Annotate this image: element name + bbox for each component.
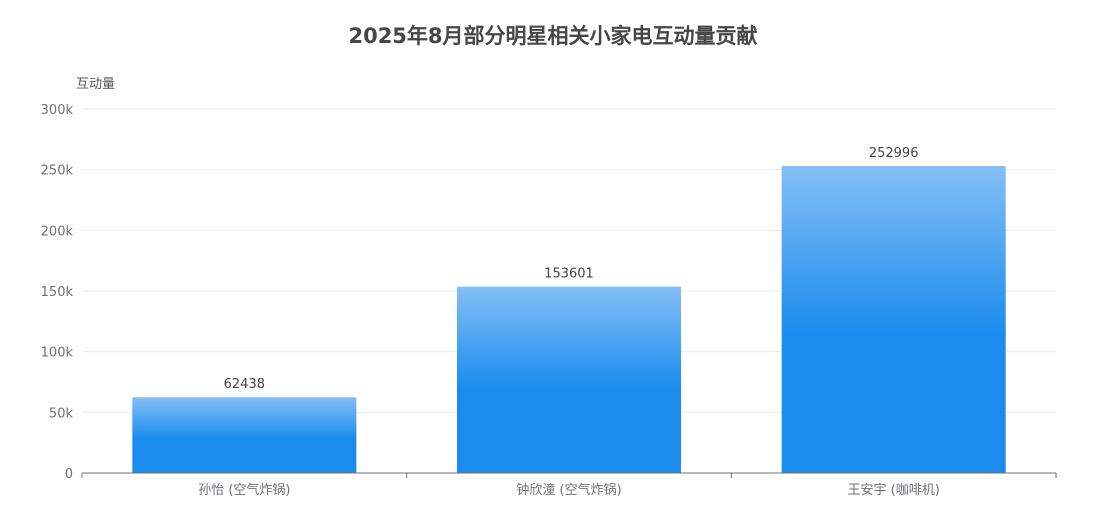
labels: 0 50k 100k 150k 200k 250k 300k 62438 孙怡 (空气炸锅) 15… xyxy=(41,103,940,498)
bar xyxy=(456,286,682,473)
bar-value-label: 153601 xyxy=(544,267,594,282)
y-tick-label: 200k xyxy=(41,224,74,239)
x-category-label: 孙怡 (空气炸锅) xyxy=(198,482,290,498)
y-axis-label: 互动量 xyxy=(76,77,115,92)
bar-value-label: 252996 xyxy=(869,146,919,161)
y-tick-label: 100k xyxy=(41,346,74,361)
x-category-label: 王安宇 (咖啡机) xyxy=(848,483,940,498)
y-tick-label: 150k xyxy=(41,285,74,300)
x-category-label: 钟欣潼 (空气炸锅) xyxy=(516,482,621,498)
bar-value-label: 62438 xyxy=(224,377,265,392)
bar xyxy=(781,166,1006,473)
y-tick-label: 50k xyxy=(49,406,74,421)
chart-title: 2025年8月部分明星相关小家电互动量贡献 xyxy=(348,24,757,48)
y-tick-label: 0 xyxy=(65,467,73,482)
x-axis xyxy=(81,472,1057,478)
bars xyxy=(132,166,1006,473)
y-tick-label: 250k xyxy=(41,164,74,179)
bar xyxy=(132,397,357,473)
y-tick-label: 300k xyxy=(41,103,74,118)
